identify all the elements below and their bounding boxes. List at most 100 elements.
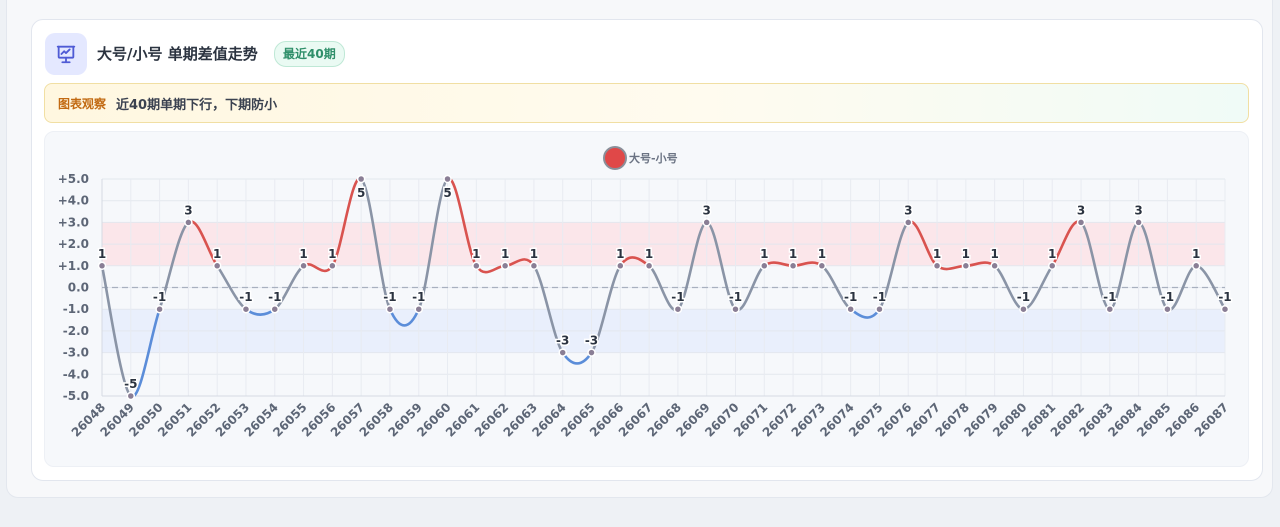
data-point — [328, 261, 337, 271]
data-label: -1 — [1218, 290, 1231, 304]
data-label: -1 — [239, 290, 252, 304]
data-label: 1 — [645, 247, 653, 261]
data-point — [846, 304, 855, 314]
data-label: 1 — [1192, 247, 1200, 261]
series-line-segment — [590, 264, 622, 354]
data-label: -1 — [383, 290, 396, 304]
data-point — [990, 261, 999, 271]
data-label: 1 — [328, 247, 336, 261]
period-badge: 最近40期 — [274, 41, 345, 67]
y-tick-label: -2.0 — [63, 324, 89, 338]
data-point — [673, 304, 683, 314]
data-point — [904, 218, 913, 227]
data-label: 1 — [501, 247, 509, 261]
data-point — [1105, 304, 1115, 314]
series-line-segment — [158, 221, 190, 311]
data-point — [760, 261, 769, 271]
y-tick-label: +5.0 — [58, 172, 89, 186]
data-point — [443, 174, 452, 184]
difference-line-chart: +5.0 +4.0 +3.0 +2.0 +1.0 0.0 -1.0 -2.0 -3.0 -4.0 -… — [58, 146, 1233, 440]
data-point — [1220, 304, 1230, 314]
data-point — [97, 261, 107, 271]
page-title: 大号/小号 单期差值走势 — [97, 45, 258, 63]
data-point — [385, 304, 395, 314]
data-point — [155, 304, 164, 314]
observation-banner: 图表观察 近40期单期下行，下期防小 — [44, 83, 1249, 123]
y-tick-label: -4.0 — [63, 367, 89, 381]
data-point — [788, 261, 798, 271]
data-label: -1 — [671, 290, 684, 304]
legend-label: 大号-小号 — [629, 151, 678, 165]
y-tick-label: +2.0 — [58, 237, 89, 251]
chart-area: +5.0 +4.0 +3.0 +2.0 +1.0 0.0 -1.0 -2.0 -3.0 -4.0 -… — [44, 131, 1249, 467]
data-point — [270, 304, 280, 314]
data-point — [126, 391, 136, 401]
observation-label: 图表观察 — [58, 96, 107, 111]
data-point — [472, 261, 481, 271]
data-label: -1 — [844, 290, 857, 304]
data-point — [500, 261, 510, 271]
data-point — [299, 261, 308, 271]
data-label: -1 — [1103, 290, 1116, 304]
data-label: -1 — [1017, 290, 1030, 304]
data-label: 1 — [299, 247, 307, 261]
data-point — [184, 218, 193, 227]
presentation-chart-icon — [45, 33, 87, 75]
data-point — [817, 261, 827, 271]
y-tick-label: -1.0 — [63, 302, 89, 316]
series-line-segment — [388, 307, 421, 327]
y-tick-label: -5.0 — [63, 389, 89, 403]
data-label: -1 — [1161, 290, 1174, 304]
y-tick-label: +1.0 — [58, 259, 89, 273]
data-label: 1 — [616, 247, 624, 261]
data-label: 1 — [760, 247, 768, 261]
data-label: 1 — [472, 247, 480, 261]
data-point — [212, 261, 222, 271]
data-point — [558, 348, 567, 357]
y-tick-label: 0.0 — [68, 281, 89, 295]
data-point — [1134, 218, 1143, 227]
series-line-segment — [100, 264, 133, 398]
data-label: 3 — [703, 203, 711, 217]
data-label: -1 — [412, 290, 425, 304]
data-point — [644, 261, 654, 271]
data-label: 1 — [933, 247, 941, 261]
data-label: 1 — [530, 247, 538, 261]
data-label: 1 — [962, 247, 970, 261]
data-point — [587, 348, 596, 357]
series-line-segment — [475, 264, 507, 274]
data-label: 1 — [818, 247, 826, 261]
data-point — [616, 261, 625, 271]
observation-text: 近40期单期下行，下期防小 — [116, 97, 278, 113]
y-tick-label: +3.0 — [58, 215, 89, 229]
legend-marker — [603, 146, 627, 170]
data-point — [932, 261, 942, 271]
data-label: 5 — [443, 186, 451, 200]
data-label: -1 — [153, 290, 166, 304]
series-line-segment — [878, 221, 910, 311]
chart-card: 大号/小号 单期差值走势 最近40期 图表观察 近40期单期下行，下期防小 +5… — [31, 19, 1263, 481]
data-label: 1 — [1048, 247, 1056, 261]
data-point — [529, 261, 539, 271]
data-label: 3 — [184, 203, 192, 217]
data-label: -3 — [585, 334, 598, 348]
data-point — [961, 261, 971, 271]
data-point — [1076, 218, 1086, 227]
data-label: 1 — [789, 247, 797, 261]
data-point — [414, 304, 423, 314]
data-label: -1 — [729, 290, 742, 304]
data-label: -1 — [268, 290, 281, 304]
data-label: 3 — [1134, 203, 1142, 217]
data-label: 1 — [990, 247, 998, 261]
data-label: -3 — [556, 334, 569, 348]
series-line-segment — [417, 177, 449, 311]
data-point — [1191, 261, 1201, 271]
data-point — [356, 174, 366, 184]
data-label: -1 — [873, 290, 886, 304]
data-label: 1 — [98, 247, 106, 261]
data-label: -5 — [124, 377, 137, 391]
series-line-segment — [561, 351, 593, 365]
series-line-segment — [359, 177, 392, 311]
data-point — [731, 304, 740, 314]
data-label: 3 — [904, 203, 912, 217]
